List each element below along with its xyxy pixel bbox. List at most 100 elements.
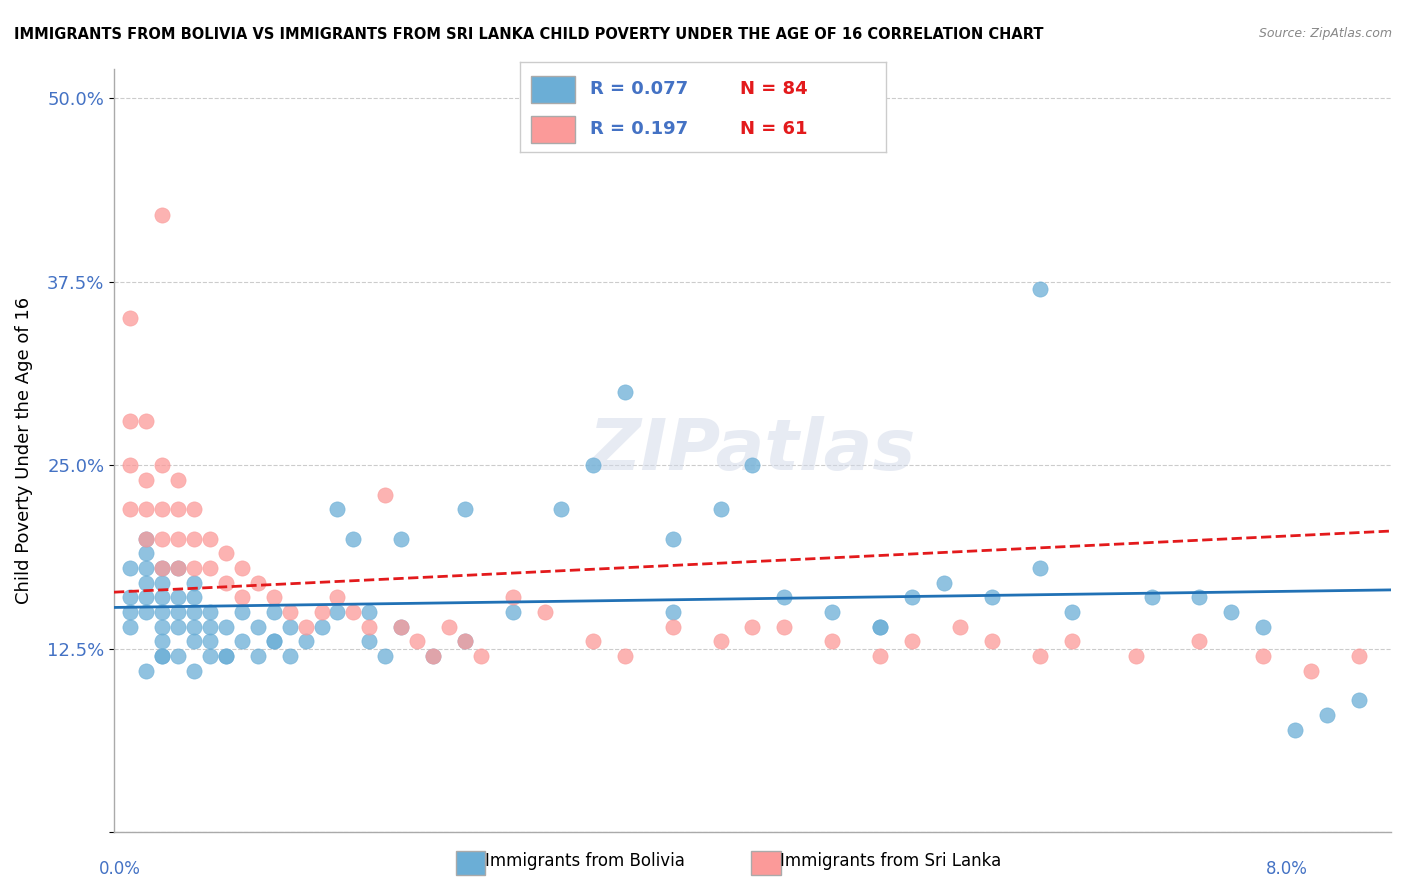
Point [1220,605,1243,619]
Point [150,649,173,664]
Point [1253,620,1275,634]
Point [613,384,636,399]
Point [981,634,1004,648]
Point [389,620,412,634]
Point [869,620,891,634]
Point [1188,634,1211,648]
Point [198,620,221,634]
Point [150,532,173,546]
Point [389,532,412,546]
Point [949,620,972,634]
Point [709,502,731,516]
Point [326,591,349,605]
Point [294,634,316,648]
Point [821,605,844,619]
Y-axis label: Child Poverty Under the Age of 16: Child Poverty Under the Age of 16 [15,297,32,604]
Text: 8.0%: 8.0% [1265,860,1308,878]
Point [326,502,349,516]
Point [1140,591,1163,605]
Point [661,620,683,634]
Point [183,532,205,546]
Point [470,649,492,664]
Point [135,561,157,575]
Point [374,487,396,501]
Point [1060,605,1083,619]
FancyBboxPatch shape [531,76,575,103]
Point [406,634,429,648]
Point [135,546,157,560]
Point [118,620,141,634]
Text: R = 0.077: R = 0.077 [589,80,688,98]
Point [166,532,188,546]
Point [135,473,157,487]
Point [118,561,141,575]
Point [118,311,141,326]
Point [183,664,205,678]
Point [613,649,636,664]
Point [326,605,349,619]
Point [183,561,205,575]
Point [278,605,301,619]
Point [215,546,238,560]
Point [374,649,396,664]
Point [263,634,285,648]
Point [550,502,572,516]
Point [454,634,477,648]
Point [311,605,333,619]
Text: Immigrants from Sri Lanka: Immigrants from Sri Lanka [759,852,1001,870]
Point [150,458,173,472]
Point [278,620,301,634]
Point [215,649,238,664]
Point [901,634,924,648]
Point [263,605,285,619]
Point [773,591,796,605]
Point [1253,649,1275,664]
Text: N = 61: N = 61 [740,120,807,138]
Point [454,634,477,648]
Text: ZIPatlas: ZIPatlas [589,416,917,485]
Point [118,591,141,605]
Point [294,620,316,634]
Point [183,591,205,605]
Point [166,561,188,575]
Point [246,575,269,590]
Point [1060,634,1083,648]
Point [741,458,763,472]
Point [150,561,173,575]
Point [821,634,844,648]
Point [1125,649,1147,664]
Point [135,575,157,590]
Point [135,605,157,619]
Point [342,605,364,619]
Point [135,532,157,546]
Point [183,620,205,634]
FancyBboxPatch shape [751,851,780,876]
Point [150,605,173,619]
Point [150,649,173,664]
Point [278,649,301,664]
Point [150,209,173,223]
Text: 0.0%: 0.0% [98,860,141,878]
Point [869,649,891,664]
Point [1348,649,1371,664]
Point [422,649,444,664]
Point [150,634,173,648]
Point [502,605,524,619]
Point [342,532,364,546]
Point [932,575,955,590]
Point [359,620,381,634]
FancyBboxPatch shape [456,851,485,876]
Point [118,458,141,472]
Point [166,473,188,487]
Point [773,620,796,634]
Point [198,649,221,664]
Text: N = 84: N = 84 [740,80,807,98]
Point [869,620,891,634]
Point [389,620,412,634]
Point [198,634,221,648]
Text: Source: ZipAtlas.com: Source: ZipAtlas.com [1258,27,1392,40]
Point [1029,649,1052,664]
Point [437,620,460,634]
Point [198,532,221,546]
Point [118,502,141,516]
